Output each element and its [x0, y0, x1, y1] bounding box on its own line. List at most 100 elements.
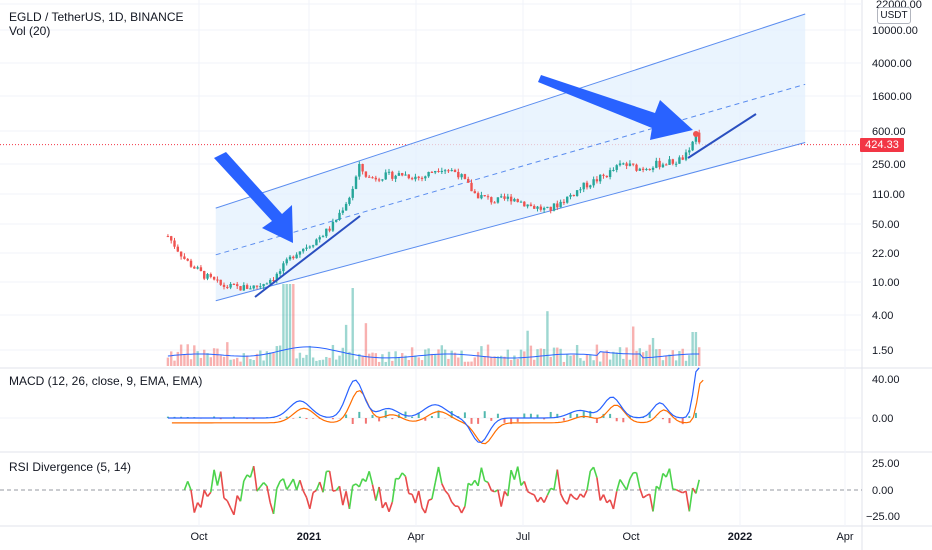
- volume-bar: [612, 351, 615, 366]
- rsi-segment: [484, 480, 489, 484]
- volume-bar: [585, 354, 589, 366]
- macd-histogram-bar: [595, 418, 598, 424]
- rsi-segment: [431, 482, 436, 500]
- candle-body: [625, 163, 628, 166]
- volume-bar: [658, 348, 661, 366]
- volume-bar: [189, 359, 193, 366]
- rsi-segment: [642, 494, 647, 499]
- volume-bar: [655, 349, 658, 366]
- rsi-segment: [510, 469, 516, 480]
- symbol-title[interactable]: EGLD / TetherUS, 1D, BINANCE: [9, 10, 184, 24]
- volume-bar: [394, 351, 397, 366]
- rsi-segment: [371, 484, 377, 501]
- candle-body: [671, 159, 675, 164]
- rsi-segment: [200, 490, 205, 508]
- candle-body: [374, 177, 378, 180]
- volume-bar: [434, 354, 437, 366]
- volume-bar: [245, 355, 249, 366]
- rsi-segment: [266, 485, 271, 503]
- volume-bar: [638, 348, 642, 366]
- rsi-segment: [619, 479, 624, 486]
- volume-bar: [338, 355, 341, 366]
- rsi-segment: [487, 482, 493, 491]
- rsi-segment: [259, 482, 265, 488]
- volume-bar: [222, 356, 226, 366]
- volume-bar: [321, 359, 325, 366]
- rsi-segment: [391, 478, 397, 503]
- macd-indicator-label[interactable]: MACD (12, 26, close, 9, EMA, EMA): [9, 374, 203, 388]
- rsi-segment: [365, 471, 370, 482]
- annotations[interactable]: [214, 75, 757, 298]
- volume-bar: [529, 345, 533, 366]
- candle-body: [189, 260, 193, 267]
- volume-bar: [615, 352, 618, 366]
- candle-body: [229, 284, 232, 288]
- volume-bar: [671, 350, 675, 366]
- volume-indicator-label[interactable]: Vol (20): [9, 24, 51, 38]
- macd-histogram-bar: [391, 418, 394, 420]
- price-axis[interactable]: 22000.00 10000.00 4000.00 1600.00 600.00…: [866, 0, 922, 523]
- macd-histogram-bar: [477, 418, 480, 424]
- macd-histogram-bar: [688, 416, 691, 418]
- volume-bar: [592, 360, 595, 366]
- macd-tick-0: 0.00: [872, 413, 893, 425]
- candle-body: [285, 259, 288, 264]
- macd-histogram-bar: [292, 418, 295, 419]
- rsi-segment: [378, 486, 384, 509]
- candle-body: [377, 179, 381, 181]
- price-tick-22: 22.00: [872, 248, 900, 260]
- volume-bar: [209, 357, 213, 366]
- candle-body: [622, 163, 625, 165]
- rsi-segment: [540, 496, 545, 504]
- candle-body: [655, 160, 658, 168]
- rsi-segment: [582, 489, 588, 498]
- candle-body: [473, 191, 477, 194]
- rsi-segment: [523, 481, 529, 492]
- volume-bar: [269, 352, 272, 366]
- rsi-segment: [480, 467, 486, 482]
- candle-body: [407, 174, 411, 179]
- candle-body: [509, 196, 513, 202]
- rsi-segment: [276, 480, 281, 489]
- trend-line-2: [687, 113, 757, 159]
- volume-bar: [265, 351, 269, 366]
- volume-bar: [463, 361, 467, 366]
- rsi-segment: [464, 483, 470, 507]
- candle-body: [575, 190, 579, 196]
- macd-histogram-bar: [166, 416, 169, 418]
- regression-channel[interactable]: [215, 13, 806, 302]
- volume-bar: [387, 351, 391, 366]
- candle-body: [381, 179, 384, 181]
- volume-ma-path: [167, 346, 700, 359]
- volume-bar: [186, 344, 189, 366]
- candle-body: [255, 285, 259, 287]
- macd-histogram-bar: [437, 410, 440, 418]
- currency-button[interactable]: USDT: [877, 7, 911, 24]
- volume-bar: [354, 359, 358, 366]
- volume-bar: [381, 354, 384, 366]
- candle-body: [239, 286, 242, 291]
- macd-histogram-bar: [543, 418, 546, 420]
- candle-body: [166, 236, 170, 238]
- macd-histogram-bar: [556, 413, 559, 418]
- time-tick-2021: 2021: [297, 531, 321, 543]
- price-tick-1600: 1600.00: [872, 91, 912, 103]
- candle-body: [440, 170, 444, 172]
- volume-bar: [292, 284, 295, 366]
- volume-bar: [275, 346, 279, 366]
- rsi-segment: [272, 488, 278, 514]
- rsi-segment: [437, 466, 443, 484]
- candle-body: [681, 157, 684, 160]
- rsi-segment: [322, 471, 328, 493]
- time-axis[interactable]: Oct 2021 Apr Jul Oct 2022 Apr: [190, 531, 853, 543]
- candle-body: [278, 271, 282, 274]
- rsi-indicator-label[interactable]: RSI Divergence (5, 14): [9, 460, 132, 474]
- candle-body: [420, 177, 424, 179]
- candle-body: [427, 171, 430, 177]
- candle-body: [648, 169, 651, 171]
- candle-body: [222, 284, 226, 287]
- candle-body: [384, 172, 387, 180]
- volume-bar: [315, 360, 318, 366]
- volume-bar: [641, 352, 645, 366]
